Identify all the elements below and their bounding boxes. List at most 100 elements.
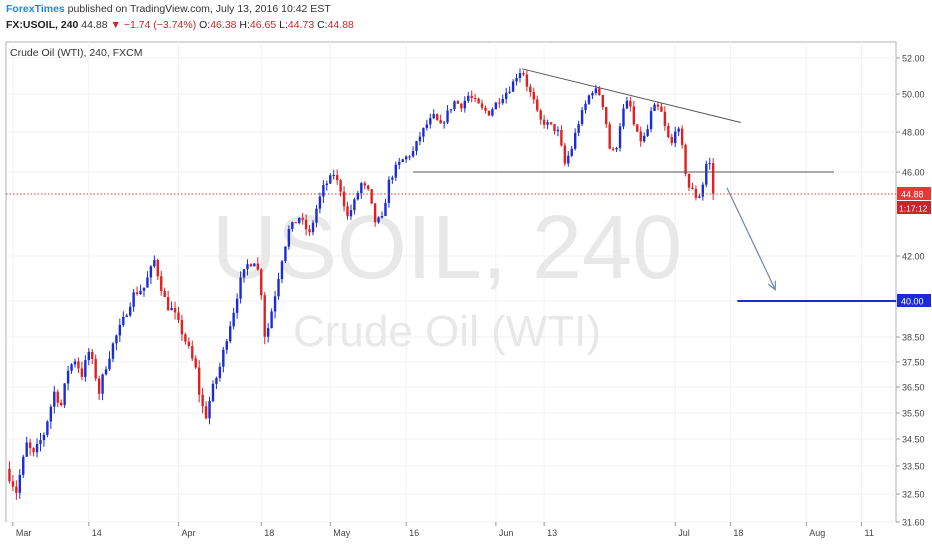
candle-body xyxy=(49,406,53,422)
target-price-tag-label: 40.00 xyxy=(901,297,924,307)
candle-body xyxy=(705,163,708,185)
candle-body xyxy=(28,442,32,449)
candle-body xyxy=(315,208,318,223)
y-tick-label: 32.50 xyxy=(902,490,925,500)
forecast-arrow xyxy=(726,187,776,291)
candle-body xyxy=(608,124,611,149)
candle-body xyxy=(663,111,667,126)
watermark-name: Crude Oil (WTI) xyxy=(293,307,601,356)
candle-body xyxy=(246,264,249,270)
candle-body xyxy=(394,164,398,178)
candle-body xyxy=(567,155,570,164)
candle-body xyxy=(625,100,629,109)
candle-body xyxy=(84,360,87,377)
candle-body xyxy=(97,378,101,394)
down-arrow-icon: ▼ xyxy=(110,19,121,31)
countdown-tag-label: 1:17:12 xyxy=(899,204,928,214)
candle-body xyxy=(408,156,411,158)
candle-body xyxy=(73,361,77,365)
candle-body xyxy=(463,100,466,109)
chart-title: Crude Oil (WTI), 240, FXCM xyxy=(10,47,142,59)
low-value: 44.73 xyxy=(287,19,315,31)
candle-body xyxy=(218,366,222,378)
candle-body xyxy=(680,128,684,145)
candle-body xyxy=(329,175,332,184)
candle-body xyxy=(570,148,573,156)
candle-body xyxy=(373,203,377,223)
candle-body xyxy=(273,296,277,312)
candle-body xyxy=(491,109,494,116)
x-tick-label: 11 xyxy=(865,528,874,538)
candle-body xyxy=(215,377,218,384)
candle-body xyxy=(101,374,104,394)
candle-body xyxy=(425,124,429,129)
y-tick-label: 36.50 xyxy=(902,383,925,393)
candle-body xyxy=(449,109,453,111)
candle-body xyxy=(356,193,360,200)
plot-area xyxy=(5,41,897,523)
last-price: 44.88 xyxy=(81,19,108,31)
candle-body xyxy=(539,110,542,120)
candle-body xyxy=(556,129,560,132)
target-price-tag xyxy=(897,294,931,307)
symbol-label: FX:USOIL, 240 xyxy=(6,19,79,31)
candle-body xyxy=(401,159,404,163)
candle-body xyxy=(208,400,211,419)
candle-body xyxy=(453,101,456,110)
ohlc-line: FX:USOIL, 240 44.88 ▼ −1.74 (−3.74%) O:4… xyxy=(6,19,354,31)
candle-body xyxy=(177,312,180,321)
x-tick-label: Mar xyxy=(16,528,32,538)
candle-body xyxy=(253,263,256,267)
candle-body xyxy=(639,131,642,142)
candle-body xyxy=(422,128,425,137)
candle-body xyxy=(691,187,694,189)
candle-body xyxy=(59,402,63,406)
candle-body xyxy=(674,131,677,144)
candle-body xyxy=(418,136,422,142)
candle-body xyxy=(470,95,473,98)
candle-body xyxy=(225,341,228,350)
y-tick-label: 50.00 xyxy=(902,90,925,100)
candle-body xyxy=(242,269,246,278)
candle-body xyxy=(191,346,194,359)
candle-body xyxy=(115,335,118,344)
candle-body xyxy=(77,361,80,369)
candle-body xyxy=(204,406,208,419)
price-chart[interactable]: USOIL, 240 Crude Oil (WTI) Crude Oil (WT… xyxy=(0,36,932,550)
chart-header: ForexTimes published on TradingView.com,… xyxy=(0,0,932,36)
candle-body xyxy=(432,114,435,119)
candle-body xyxy=(501,98,504,104)
candle-body xyxy=(173,307,177,313)
candle-body xyxy=(546,122,549,125)
candle-body xyxy=(611,148,615,150)
candle-body xyxy=(35,444,39,453)
candle-body xyxy=(615,148,618,150)
candle-body xyxy=(70,364,73,371)
candle-body xyxy=(156,259,159,277)
candle-body xyxy=(349,210,353,217)
publish-info: published on TradingView.com, July 13, 2… xyxy=(67,3,331,15)
candle-body xyxy=(473,97,477,99)
candle-body xyxy=(249,264,253,267)
candle-body xyxy=(232,312,235,327)
candle-body xyxy=(677,128,680,132)
candle-body xyxy=(94,358,97,379)
candle-body xyxy=(529,86,532,92)
candle-body xyxy=(549,122,553,125)
candle-body xyxy=(111,343,115,359)
candle-body xyxy=(598,88,601,96)
candle-body xyxy=(263,295,266,337)
candle-body xyxy=(160,276,163,292)
candle-body xyxy=(525,74,529,87)
candle-body xyxy=(291,222,294,230)
author-link[interactable]: ForexTimes xyxy=(6,3,65,15)
candle-body xyxy=(542,119,546,125)
candle-body xyxy=(667,125,670,138)
candle-body xyxy=(125,315,128,317)
candle-body xyxy=(518,73,522,79)
candle-body xyxy=(442,122,446,124)
candle-body xyxy=(11,481,15,487)
candle-body xyxy=(605,107,608,125)
candle-body xyxy=(53,391,56,407)
last-price-tag xyxy=(897,187,931,200)
